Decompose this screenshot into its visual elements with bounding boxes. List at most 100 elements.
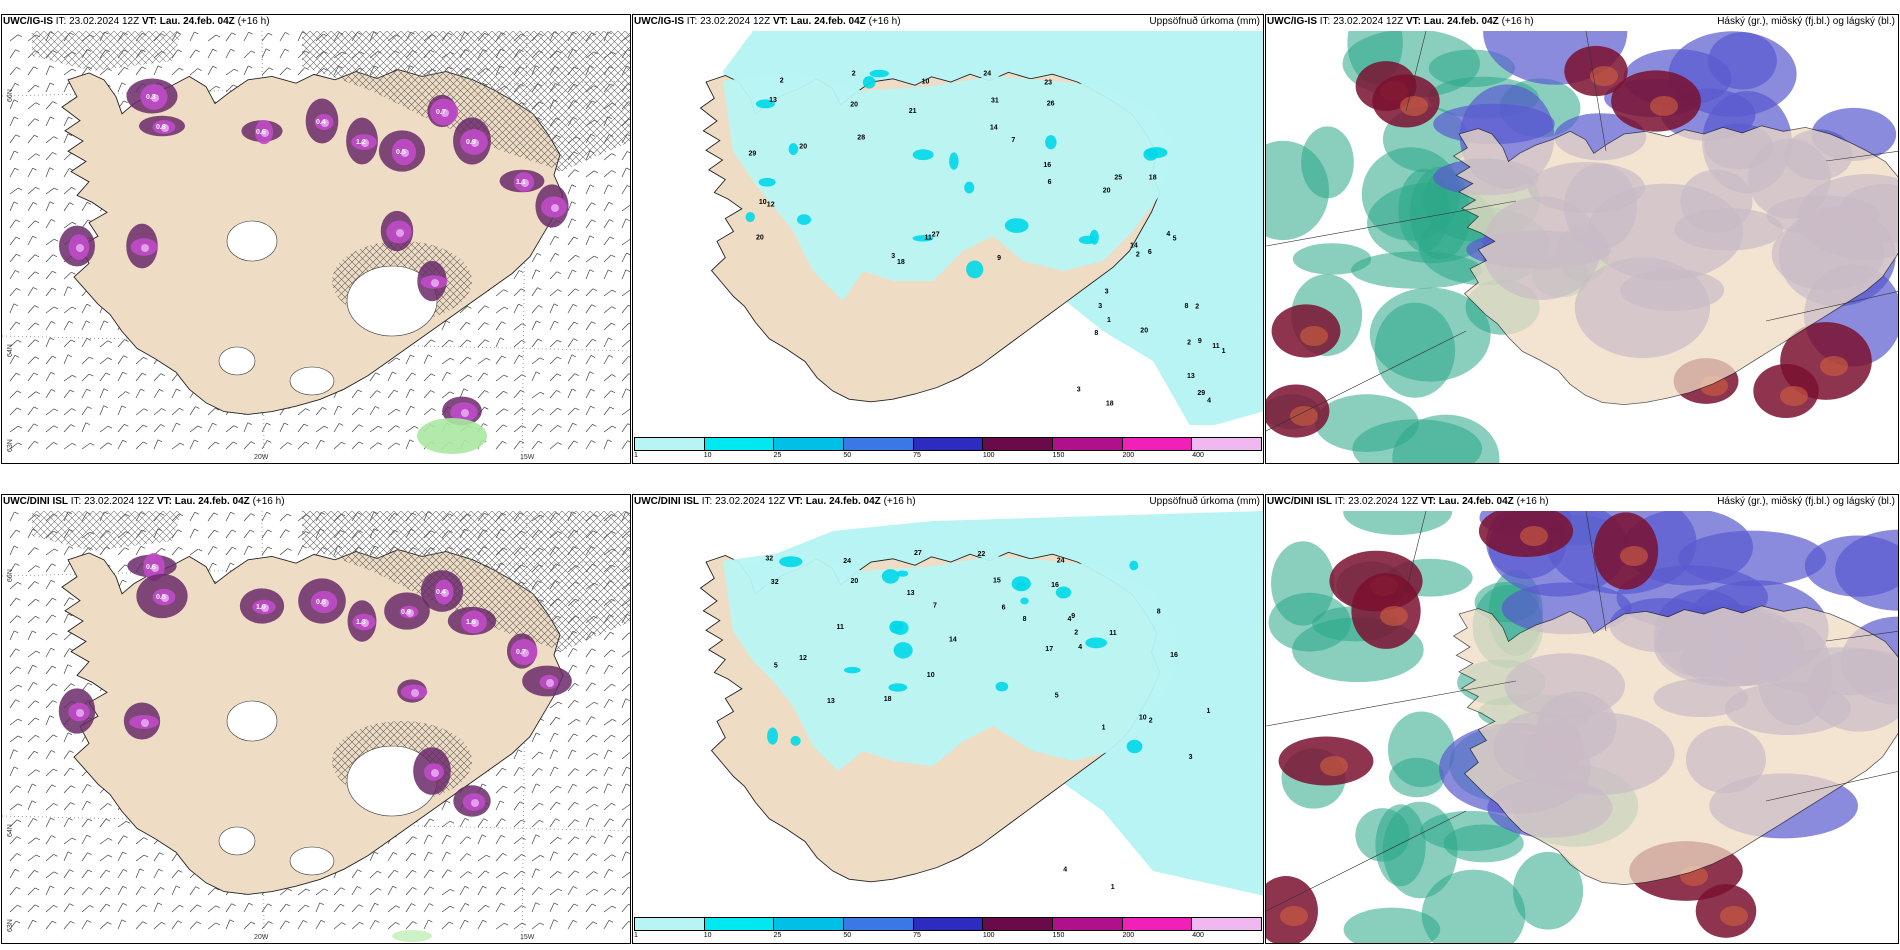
precip-value: 4: [1078, 644, 1082, 651]
precip-value: 13: [827, 698, 835, 705]
snowfall-patches: [58, 553, 572, 942]
legend-tick: 50: [843, 452, 852, 459]
precip-value: 27: [914, 550, 922, 557]
precip-value: 2: [1187, 340, 1191, 347]
panel-header: UWC/DINI ISL IT: 23.02.2024 12Z VT: Lau.…: [3, 496, 285, 507]
legend-swatch: [913, 918, 984, 930]
snow-value: 0.4: [316, 119, 326, 126]
model-name: UWC/DINI ISL: [1267, 496, 1332, 507]
legend-swatches: [634, 917, 1262, 931]
iceland-outline: [61, 549, 564, 895]
snow-value: 0.5: [156, 594, 166, 601]
snow-value: 1.6: [466, 619, 476, 626]
precip-value: 24: [843, 558, 851, 565]
legend-swatch: [1192, 918, 1262, 930]
precip-value: 11: [1212, 343, 1220, 350]
legend-tick: 1: [634, 452, 638, 459]
init-time: 23.02.2024 12Z: [69, 16, 140, 27]
init-time: 23.02.2024 12Z: [1348, 496, 1419, 507]
precip-value: 14: [990, 125, 998, 132]
legend-swatch: [983, 918, 1054, 930]
precip-value: 5: [1173, 235, 1177, 242]
precip-value: 16: [1043, 162, 1051, 169]
model-name: UWC/IG-IS: [1267, 16, 1317, 27]
precip-value: 13: [769, 97, 777, 104]
precip-value: 8: [1023, 616, 1027, 623]
panel-header: UWC/IG-IS IT: 23.02.2024 12Z VT: Lau. 24…: [1267, 16, 1895, 27]
cloud-title: Háský (gr.), miðský (fj.bl.) og lágský (…: [1717, 16, 1895, 27]
precip-value: 20: [851, 578, 859, 585]
precip-panel-bottom: UWC/DINI ISL IT: 23.02.2024 12Z VT: Lau.…: [632, 494, 1264, 944]
panel-header: UWC/DINI ISL IT: 23.02.2024 12Z VT: Lau.…: [1267, 496, 1895, 507]
precip-value: 11: [1109, 630, 1117, 637]
precip-value: 3: [1189, 754, 1193, 761]
precip-value: 3: [1077, 387, 1081, 394]
precip-value: 10: [1139, 715, 1147, 722]
precip-value: 1: [1102, 724, 1106, 731]
legend-tick: 200: [1122, 452, 1135, 459]
valid-time: Lau. 24.feb. 04Z: [805, 496, 881, 507]
legend-swatch: [1053, 918, 1123, 930]
legend-tick: 25: [773, 452, 782, 459]
precip-value: 4: [1063, 867, 1067, 874]
legend-swatch: [913, 438, 984, 450]
precip-value: 20: [850, 102, 858, 109]
precip-legend: 1 10 25 50 75 100 150 200 400: [633, 437, 1263, 463]
precip-value: 21: [909, 108, 917, 115]
precip-value: 8: [1185, 303, 1189, 310]
lat-label: 66N: [7, 89, 14, 102]
precip-value: 27: [932, 231, 940, 238]
precip-value: 9: [1071, 613, 1075, 620]
model-name: UWC/DINI ISL: [634, 496, 699, 507]
legend-tick: 100: [982, 452, 995, 459]
precip-value: 10: [759, 199, 767, 206]
precip-value: 26: [1047, 101, 1055, 108]
model-name: UWC/DINI ISL: [3, 496, 68, 507]
precip-value: 8: [1157, 608, 1161, 615]
legend-tick: 75: [913, 452, 921, 459]
lead-time: (+16 h): [1501, 16, 1534, 27]
precip-panel-top: UWC/IG-IS IT: 23.02.2024 12Z VT: Lau. 24…: [632, 14, 1264, 464]
precip-value: 4: [1207, 398, 1211, 405]
panel-header: UWC/DINI ISL IT: 23.02.2024 12Z VT: Lau.…: [634, 496, 1260, 507]
precip-value: 28: [857, 134, 865, 141]
precip-value: 16: [1170, 652, 1178, 659]
precip-value: 18: [897, 259, 905, 266]
precip-value: 24: [1057, 558, 1065, 565]
lon-label: 20W: [254, 934, 269, 941]
precip-value: 6: [1002, 604, 1006, 611]
precip-value: 23: [1044, 80, 1052, 87]
snow-value: 1.0: [256, 604, 266, 611]
precip-value: 2: [1136, 252, 1140, 259]
precip-value: 22: [978, 551, 986, 558]
snow-value: 1.2: [356, 139, 366, 146]
legend-swatch: [1122, 438, 1193, 450]
legend-swatch: [704, 918, 775, 930]
legend-tick: 400: [1192, 932, 1204, 939]
legend-swatch: [983, 438, 1054, 450]
lon-label: 15W: [520, 934, 535, 941]
legend-swatch: [635, 438, 705, 450]
snow-map: 0.3 0.8 0.6 0.4 1.2 0.5 0.7 0.9 1.1 66N 64N 63N 20W 1…: [2, 31, 630, 463]
precip-value: 17: [1045, 646, 1053, 653]
legend-tick: 150: [1052, 932, 1065, 939]
legend-tick: 25: [773, 932, 782, 939]
precip-value: 1: [1207, 708, 1211, 715]
precip-value: 14: [1130, 243, 1138, 250]
precip-value: 24: [983, 71, 991, 78]
lat-label: 63N: [7, 439, 14, 452]
precip-value: 4: [1166, 231, 1170, 238]
precip-value: 1: [1107, 317, 1111, 324]
panel-header: UWC/IG-IS IT: 23.02.2024 12Z VT: Lau. 24…: [3, 16, 270, 27]
snow-panel-bottom: UWC/DINI ISL IT: 23.02.2024 12Z VT: Lau.…: [1, 494, 631, 944]
legend-tick: 150: [1052, 452, 1065, 459]
precip-value: 11: [925, 234, 933, 241]
legend-tick: 400: [1192, 452, 1204, 459]
precip-value: 10: [927, 672, 935, 679]
legend-tick: 10: [703, 452, 712, 459]
cloud-graticule: [1266, 511, 1898, 912]
precip-title: Uppsöfnuð úrkoma (mm): [1149, 16, 1260, 27]
